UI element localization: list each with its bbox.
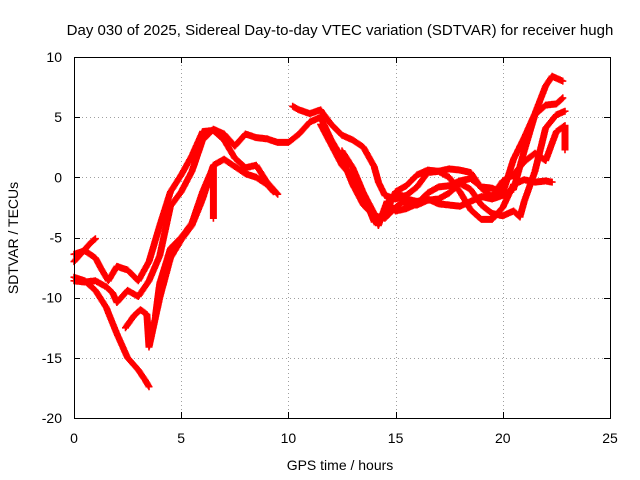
data-markers-track-6 — [152, 163, 217, 320]
y-tick-label: -15 — [42, 350, 62, 366]
x-tick-label: 5 — [177, 430, 185, 446]
data-series-track-9 — [317, 120, 569, 226]
axis-ticks: 0 5 10 15 20 25 -20 -15 -10 -5 0 5 10 — [42, 49, 618, 446]
y-tick-label: -20 — [42, 410, 62, 426]
y-tick-label: 5 — [54, 109, 62, 125]
y-tick-label: -10 — [42, 290, 62, 306]
x-tick-label: 15 — [388, 430, 404, 446]
y-tick-label: 0 — [54, 169, 62, 185]
data-series-track-6 — [152, 163, 217, 320]
y-axis-label: SDTVAR / TECUs — [5, 182, 21, 294]
grid — [74, 57, 610, 418]
data-series-track-10 — [396, 107, 569, 221]
data-markers-track-10 — [396, 107, 569, 221]
x-tick-label: 25 — [602, 430, 618, 446]
y-tick-label: -5 — [50, 230, 63, 246]
x-axis-label: GPS time / hours — [287, 457, 394, 473]
y-tick-label: 10 — [46, 49, 62, 65]
x-tick-label: 10 — [281, 430, 297, 446]
plot-area — [70, 72, 569, 391]
x-tick-label: 20 — [495, 430, 511, 446]
data-markers-track-9 — [317, 120, 569, 226]
chart-title: Day 030 of 2025, Sidereal Day-to-day VTE… — [67, 22, 614, 39]
x-tick-label: 0 — [70, 430, 78, 446]
